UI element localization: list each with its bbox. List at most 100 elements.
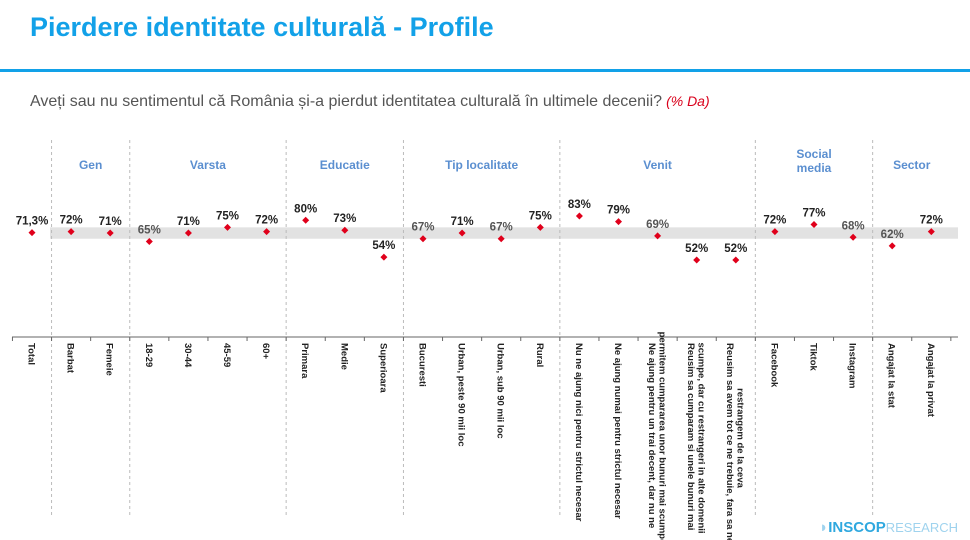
category-label-line: Total	[26, 343, 37, 365]
category-label-line: Facebook	[768, 343, 779, 388]
category-label: Rural	[534, 343, 545, 367]
title-divider	[0, 69, 970, 72]
category-label-line: Reusim sa avem tot ce ne trebuie, fara s…	[724, 343, 735, 540]
category-label: Ne ajung numai pentru strictul necesar	[612, 343, 623, 519]
category-label-line: scumpe, dar cu restrangeri in alte domen…	[695, 342, 706, 533]
question-text: Aveți sau nu sentimentul că România și-a…	[30, 93, 663, 110]
data-point	[67, 228, 75, 236]
category-label-line: Barbat	[65, 343, 76, 374]
category-label-line: Bucuresti	[417, 343, 428, 387]
category-label-line: Urban, sub 90 mii loc	[495, 343, 506, 439]
category-label-line: Angajat la privat	[925, 343, 936, 418]
data-point	[575, 212, 583, 220]
category-label: Total	[26, 343, 37, 365]
data-point	[106, 229, 114, 237]
category-label-line: Primara	[299, 343, 310, 379]
data-label: 83%	[568, 199, 591, 211]
data-label: 71%	[177, 216, 200, 228]
category-label: 18-29	[143, 343, 154, 367]
data-point	[224, 223, 231, 231]
reference-band	[50, 227, 958, 239]
data-label: 67%	[411, 222, 434, 234]
group-header: Varsta	[190, 158, 226, 172]
page-title: Pierdere identitate culturală - Profile	[30, 12, 494, 42]
category-label: Superioara	[377, 343, 388, 393]
category-label: Medie	[338, 343, 349, 370]
data-point	[28, 229, 36, 237]
survey-question: Aveți sau nu sentimentul că România și-a…	[30, 93, 710, 111]
data-point	[145, 238, 153, 246]
data-point	[654, 232, 662, 240]
category-label-line: Superioara	[377, 343, 388, 393]
category-label: Angajat la privat	[925, 343, 936, 418]
category-label: Instagram	[847, 343, 858, 388]
data-label: 69%	[646, 219, 669, 231]
data-label: 77%	[802, 208, 825, 220]
category-label-line: Angajat la stat	[886, 343, 897, 409]
category-label: Barbat	[65, 343, 76, 374]
data-point	[184, 229, 192, 237]
category-label-line: Medie	[338, 343, 349, 370]
group-header: media	[797, 161, 832, 175]
data-point	[419, 235, 427, 243]
category-label-line: Nu ne ajung nici pentru strictul necesar	[573, 343, 584, 522]
category-label-line: Tiktok	[808, 343, 819, 372]
data-label: 71%	[451, 216, 474, 228]
category-label: Ne ajung pentru un trai decent, dar nu n…	[646, 332, 668, 540]
category-label-line: 18-29	[143, 343, 154, 367]
logo-suffix: RESEARCH	[885, 520, 958, 535]
category-label: Reusim sa avem tot ce ne trebuie, fara s…	[724, 343, 746, 540]
category-label-line: Urban, peste 90 mii loc	[456, 343, 467, 446]
data-point	[615, 218, 622, 226]
data-point	[263, 228, 271, 236]
data-label: 72%	[763, 215, 786, 227]
data-point	[302, 216, 310, 224]
data-label: 52%	[724, 243, 747, 255]
data-point	[536, 223, 544, 231]
data-point	[888, 242, 896, 250]
category-label-line: 60+	[260, 343, 271, 360]
data-point	[771, 228, 779, 236]
data-label: 68%	[842, 220, 865, 232]
data-label: 71,3%	[16, 216, 49, 228]
category-label: Femeie	[104, 343, 115, 376]
category-label: 60+	[260, 343, 271, 360]
category-label-line: Femeie	[104, 343, 115, 376]
category-label: Bucuresti	[417, 343, 428, 387]
group-header: Venit	[643, 158, 672, 172]
data-label: 72%	[60, 215, 83, 227]
data-point	[341, 226, 349, 234]
category-label: Tiktok	[808, 343, 819, 372]
data-label: 72%	[255, 215, 278, 227]
category-label-line: Instagram	[847, 343, 858, 388]
category-label-line: Reusim sa cumparam si unele bunuri mai	[685, 343, 696, 530]
data-point	[458, 229, 466, 237]
data-label: 71%	[99, 216, 122, 228]
data-point	[810, 221, 818, 229]
data-label: 67%	[490, 222, 513, 234]
data-label: 75%	[529, 210, 552, 222]
data-label: 52%	[685, 243, 708, 255]
category-label: Nu ne ajung nici pentru strictul necesar	[573, 343, 584, 522]
group-header: Sector	[893, 158, 931, 172]
category-label: 30-44	[182, 343, 193, 368]
category-label-line: Ne ajung numai pentru strictul necesar	[612, 343, 623, 519]
category-label-line: Ne ajung pentru un trai decent, dar nu n…	[646, 343, 657, 528]
data-label: 54%	[372, 240, 395, 252]
data-point	[497, 235, 505, 243]
data-label: 73%	[333, 213, 356, 225]
category-label: Reusim sa cumparam si unele bunuri mai sc…	[685, 342, 707, 533]
data-label: 79%	[607, 205, 630, 217]
logo-brand: INSCOP	[828, 519, 886, 536]
category-label-line: restrangem de la ceva	[735, 388, 746, 489]
category-label-line: Rural	[534, 343, 545, 367]
category-label: Urban, peste 90 mii loc	[456, 343, 467, 446]
data-label: 75%	[216, 210, 239, 222]
data-point	[849, 233, 857, 241]
category-label: 45-59	[221, 343, 232, 367]
data-label: 72%	[920, 215, 943, 227]
category-label-line: 30-44	[182, 343, 193, 368]
category-label: Angajat la stat	[886, 343, 897, 409]
data-point	[927, 228, 935, 236]
